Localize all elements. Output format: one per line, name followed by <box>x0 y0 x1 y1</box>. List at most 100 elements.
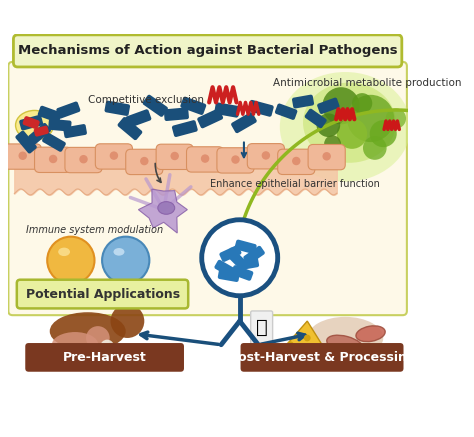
FancyBboxPatch shape <box>34 125 49 137</box>
FancyBboxPatch shape <box>56 101 81 118</box>
FancyBboxPatch shape <box>17 280 188 309</box>
Ellipse shape <box>58 248 70 256</box>
Ellipse shape <box>356 326 385 342</box>
FancyBboxPatch shape <box>23 116 40 129</box>
Circle shape <box>322 152 331 160</box>
Text: 🥛: 🥛 <box>256 318 267 337</box>
Text: Potential Applications: Potential Applications <box>26 288 180 301</box>
FancyBboxPatch shape <box>13 35 402 67</box>
FancyBboxPatch shape <box>65 147 102 173</box>
Circle shape <box>86 326 109 350</box>
Circle shape <box>287 341 294 348</box>
Ellipse shape <box>327 335 364 354</box>
Circle shape <box>337 118 367 149</box>
Text: Mechanisms of Action against Bacterial Pathogens: Mechanisms of Action against Bacterial P… <box>18 45 397 57</box>
Ellipse shape <box>113 248 125 256</box>
FancyBboxPatch shape <box>38 106 62 123</box>
Ellipse shape <box>50 312 126 350</box>
FancyBboxPatch shape <box>231 112 257 133</box>
FancyBboxPatch shape <box>9 62 407 315</box>
Circle shape <box>304 335 310 341</box>
FancyBboxPatch shape <box>248 100 274 117</box>
FancyBboxPatch shape <box>237 257 259 270</box>
Text: Pre-Harvest: Pre-Harvest <box>63 351 146 364</box>
Circle shape <box>292 157 301 165</box>
FancyBboxPatch shape <box>225 247 246 268</box>
Text: Enhance epithelial barrier function: Enhance epithelial barrier function <box>210 179 380 189</box>
FancyBboxPatch shape <box>180 97 206 115</box>
FancyBboxPatch shape <box>218 269 240 282</box>
Circle shape <box>109 151 118 160</box>
FancyBboxPatch shape <box>63 124 87 138</box>
FancyBboxPatch shape <box>126 109 151 128</box>
FancyBboxPatch shape <box>143 95 168 117</box>
FancyBboxPatch shape <box>95 144 133 169</box>
Ellipse shape <box>84 346 108 361</box>
FancyBboxPatch shape <box>19 115 43 131</box>
FancyBboxPatch shape <box>25 343 184 372</box>
FancyBboxPatch shape <box>251 311 273 344</box>
Circle shape <box>322 87 360 125</box>
Circle shape <box>49 155 57 163</box>
Polygon shape <box>138 189 187 233</box>
FancyBboxPatch shape <box>197 108 223 128</box>
Circle shape <box>202 220 278 296</box>
Circle shape <box>47 237 94 284</box>
FancyBboxPatch shape <box>172 120 198 137</box>
FancyBboxPatch shape <box>35 147 72 173</box>
Ellipse shape <box>280 72 410 182</box>
FancyBboxPatch shape <box>305 109 327 128</box>
FancyBboxPatch shape <box>292 95 314 108</box>
Circle shape <box>324 135 341 152</box>
Circle shape <box>110 304 144 338</box>
FancyBboxPatch shape <box>243 246 265 265</box>
Text: Immune system modulation: Immune system modulation <box>26 225 163 235</box>
Ellipse shape <box>303 83 396 163</box>
Circle shape <box>262 151 270 160</box>
FancyBboxPatch shape <box>214 102 240 118</box>
FancyBboxPatch shape <box>219 245 242 262</box>
Ellipse shape <box>16 111 54 140</box>
FancyBboxPatch shape <box>156 144 193 170</box>
Circle shape <box>363 136 387 160</box>
FancyBboxPatch shape <box>235 239 257 254</box>
Circle shape <box>201 154 210 163</box>
FancyBboxPatch shape <box>317 97 340 114</box>
Circle shape <box>171 152 179 160</box>
FancyBboxPatch shape <box>4 144 41 169</box>
Circle shape <box>386 108 406 128</box>
Circle shape <box>317 113 340 137</box>
Ellipse shape <box>52 332 98 357</box>
FancyBboxPatch shape <box>42 132 66 152</box>
FancyBboxPatch shape <box>217 148 254 173</box>
FancyBboxPatch shape <box>126 149 163 174</box>
Text: Antimicrobial metabolite production: Antimicrobial metabolite production <box>273 78 462 88</box>
FancyBboxPatch shape <box>275 104 297 120</box>
Circle shape <box>79 155 88 163</box>
FancyBboxPatch shape <box>118 117 142 140</box>
FancyBboxPatch shape <box>278 149 315 174</box>
Text: Competitive exclusion: Competitive exclusion <box>88 95 204 105</box>
Circle shape <box>231 155 240 164</box>
FancyBboxPatch shape <box>48 119 72 132</box>
Circle shape <box>352 93 372 113</box>
Circle shape <box>347 95 394 142</box>
Polygon shape <box>278 321 328 355</box>
Circle shape <box>140 157 148 165</box>
FancyBboxPatch shape <box>240 343 403 372</box>
FancyBboxPatch shape <box>247 144 284 169</box>
FancyBboxPatch shape <box>308 145 345 170</box>
Circle shape <box>370 120 397 147</box>
Text: Post-Harvest & Processing: Post-Harvest & Processing <box>228 351 415 364</box>
FancyBboxPatch shape <box>231 265 254 281</box>
Ellipse shape <box>307 317 383 359</box>
FancyBboxPatch shape <box>28 123 51 145</box>
FancyBboxPatch shape <box>104 101 130 116</box>
FancyBboxPatch shape <box>164 108 189 121</box>
Circle shape <box>102 237 149 284</box>
FancyBboxPatch shape <box>214 260 237 278</box>
FancyBboxPatch shape <box>186 147 224 172</box>
FancyBboxPatch shape <box>15 131 37 154</box>
Circle shape <box>100 340 114 353</box>
Ellipse shape <box>158 201 175 214</box>
